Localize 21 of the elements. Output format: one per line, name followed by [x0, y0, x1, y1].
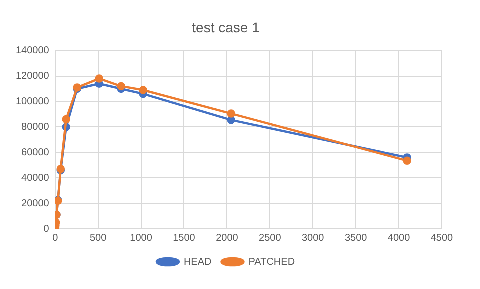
legend-label: HEAD: [184, 256, 212, 268]
y-tick-label: 40000: [22, 172, 50, 184]
x-tick-label: 3500: [344, 232, 368, 244]
y-tick-label: 0: [44, 224, 50, 235]
x-tick-label: 4500: [430, 232, 454, 244]
y-tick-label: 80000: [22, 122, 50, 133]
legend-label: PATCHED: [248, 256, 296, 268]
y-tick-label: 60000: [22, 147, 50, 158]
x-tick-label: 0: [52, 232, 59, 244]
x-tick-label: 4000: [388, 232, 411, 244]
x-tick-label: 1000: [130, 232, 153, 244]
y-tick-label: 140000: [16, 46, 50, 57]
x-tick-label: 2500: [259, 232, 282, 244]
x-tick-label: 1500: [173, 232, 196, 244]
chart-title: test case 1: [192, 19, 260, 36]
y-tick-label: 100000: [16, 96, 50, 108]
x-tick-label: 500: [90, 232, 108, 244]
x-tick-label: 2000: [216, 232, 239, 244]
x-tick-label: 3000: [302, 232, 325, 244]
y-tick-label: 20000: [22, 198, 50, 210]
y-tick-label: 120000: [16, 71, 50, 82]
